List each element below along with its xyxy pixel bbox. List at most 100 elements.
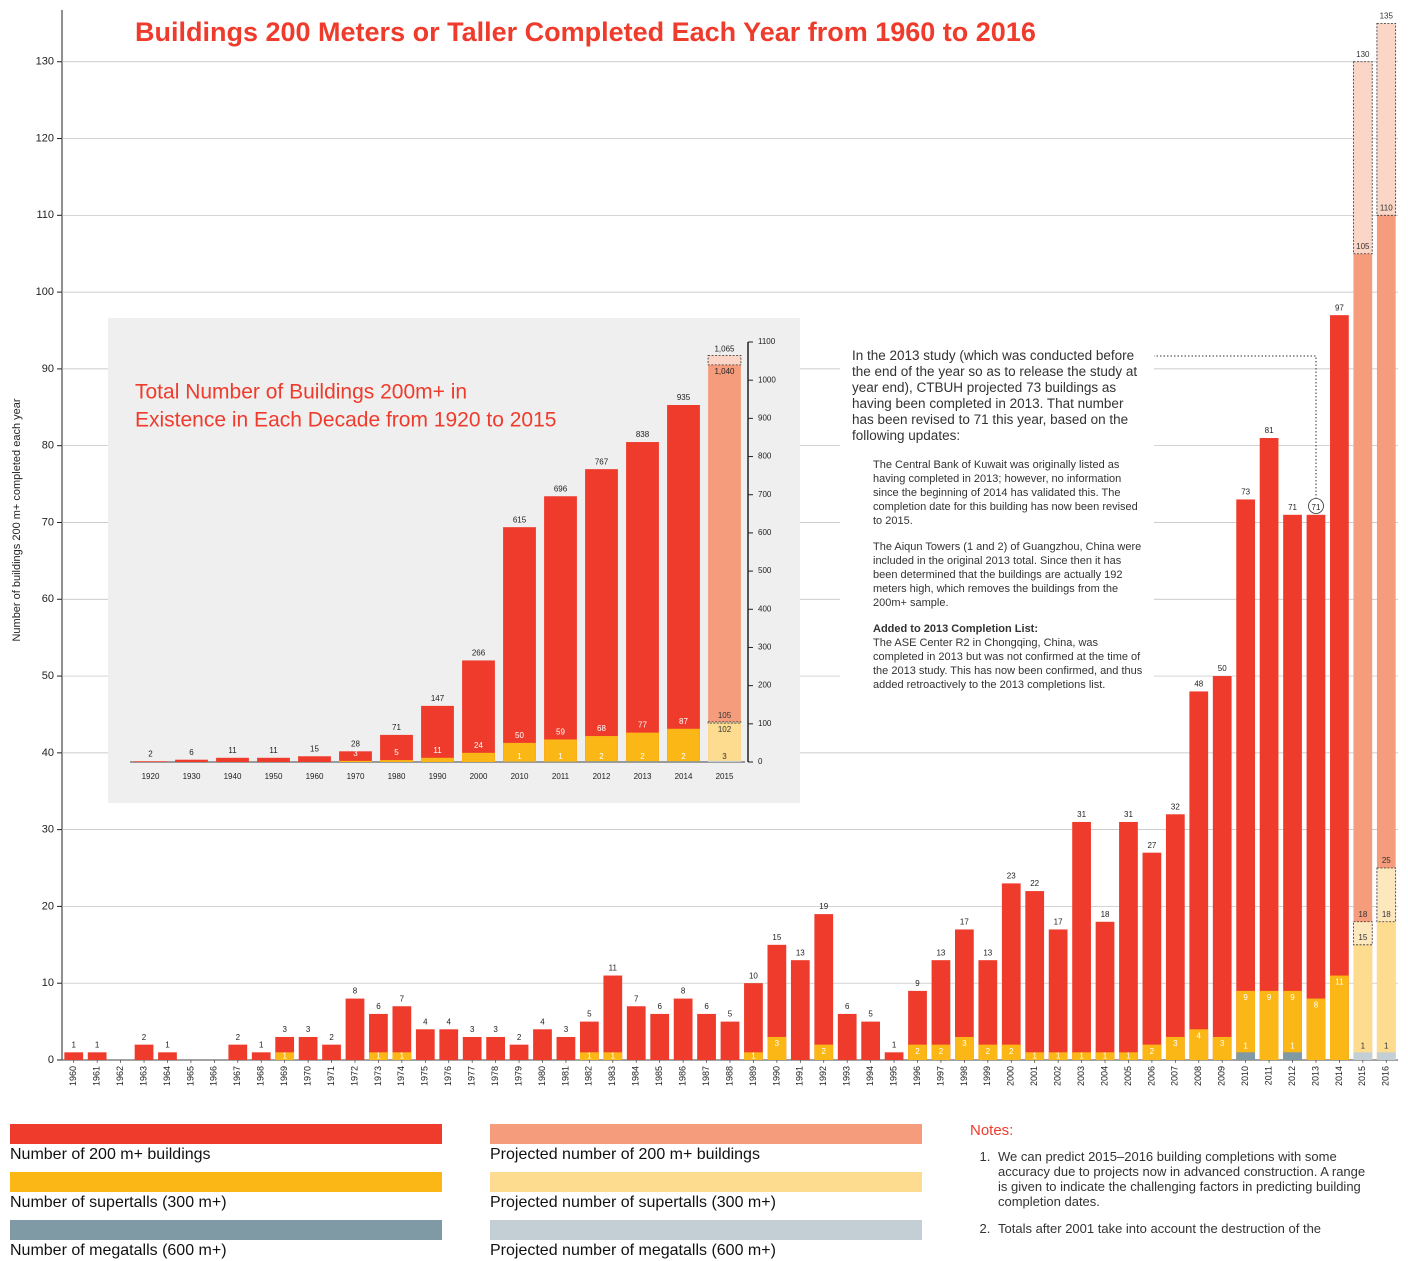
y-tick-label: 80: [42, 440, 54, 452]
y-tick-label: 60: [42, 593, 54, 605]
y-tick-label: 500: [758, 566, 772, 575]
value-label: 13: [936, 948, 945, 957]
value-label: 11: [1335, 978, 1344, 987]
x-tick-label: 2013: [634, 772, 652, 781]
bar: [544, 739, 577, 762]
bar: [1283, 1052, 1302, 1060]
bar: [1142, 1044, 1162, 1060]
value-label: 3: [1173, 1039, 1178, 1048]
value-label: 1: [558, 752, 563, 761]
bar: [1212, 676, 1232, 1060]
x-tick-label: 2005: [1123, 1066, 1133, 1086]
value-label: 9: [1243, 993, 1248, 1002]
value-label: 6: [376, 1002, 381, 1011]
x-tick-label: 2013: [1310, 1066, 1320, 1086]
bar: [626, 761, 659, 762]
value-label: 266: [472, 649, 486, 658]
value-label: 7: [634, 994, 639, 1003]
bar: [1189, 691, 1209, 1060]
range-box: [1353, 921, 1373, 946]
bar: [544, 496, 577, 762]
notes-heading: Notes:: [970, 1122, 1014, 1139]
value-label: 3: [775, 1039, 780, 1048]
legend-label: Number of megatalls (600 m+): [10, 1242, 227, 1259]
value-label: 1: [1290, 1041, 1295, 1050]
x-tick-label: 2008: [1193, 1066, 1203, 1086]
y-axis-label: Number of buildings 200 m+ completed eac…: [11, 398, 23, 641]
value-label: 59: [556, 728, 565, 737]
bar: [650, 1013, 670, 1060]
x-tick-label: 1960: [68, 1066, 78, 1086]
x-tick-label: 1972: [349, 1066, 359, 1086]
bar: [369, 1052, 388, 1060]
x-tick-label: 1983: [607, 1066, 617, 1086]
value-label: 1,040: [714, 367, 735, 376]
value-label: 1: [1103, 1051, 1108, 1060]
x-tick-label: 1980: [388, 772, 406, 781]
y-tick-label: 40: [42, 747, 54, 759]
value-label: 8: [681, 987, 686, 996]
bar: [1095, 921, 1115, 1060]
value-label: 9: [915, 979, 920, 988]
y-tick-label: 1100: [758, 337, 776, 346]
bar: [1142, 852, 1162, 1060]
value-label: 1: [282, 1051, 287, 1060]
bar: [1259, 990, 1279, 1060]
x-tick-label: 2011: [552, 772, 570, 781]
value-label: 3: [353, 749, 358, 758]
bar: [462, 1036, 482, 1060]
x-tick-label: 1986: [677, 1066, 687, 1086]
legend-swatch: [10, 1220, 442, 1240]
x-tick-label: 1995: [888, 1066, 898, 1086]
notes-list: We can predict 2015–2016 building comple…: [970, 1149, 1370, 1236]
x-tick-label: 1961: [92, 1066, 102, 1086]
x-tick-label: 1963: [138, 1066, 148, 1086]
value-label: 50: [1218, 664, 1227, 673]
value-label: 18: [1358, 910, 1367, 919]
value-label: 1: [517, 752, 522, 761]
x-tick-label: 1920: [142, 772, 160, 781]
legend-swatch: [490, 1124, 922, 1144]
y-tick-label: 700: [758, 490, 772, 499]
value-label: 15: [772, 933, 781, 942]
bar: [339, 760, 372, 762]
value-label: 11: [609, 964, 618, 973]
bar: [708, 760, 741, 762]
bar: [216, 757, 249, 762]
x-tick-label: 1930: [183, 772, 201, 781]
annotation: In the 2013 study (which was conducted b…: [840, 344, 1154, 710]
value-label: 15: [310, 744, 319, 753]
bar: [392, 1006, 412, 1060]
value-label: 3: [493, 1025, 498, 1034]
chart-title: Buildings 200 Meters or Taller Completed…: [135, 17, 1036, 47]
value-label: 1: [1243, 1041, 1248, 1050]
y-tick-label: 0: [48, 1054, 54, 1066]
value-label: 2: [236, 1033, 241, 1042]
value-label: 1: [892, 1040, 897, 1049]
x-tick-label: 1960: [306, 772, 324, 781]
y-tick-label: 0: [758, 757, 763, 766]
value-label: 9: [1267, 993, 1272, 1002]
legend-label: Projected number of supertalls (300 m+): [490, 1194, 776, 1211]
bar: [708, 723, 741, 762]
annotation-intro: In the 2013 study (which was conducted b…: [852, 348, 1138, 443]
bar: [251, 1052, 271, 1060]
value-label: 10: [749, 971, 758, 980]
bar: [134, 761, 167, 762]
x-tick-label: 1998: [959, 1066, 969, 1086]
x-tick-label: 1973: [373, 1066, 383, 1086]
bar: [556, 1036, 576, 1060]
x-tick-label: 1988: [724, 1066, 734, 1086]
value-label: 1: [400, 1051, 405, 1060]
bar: [322, 1044, 341, 1060]
x-tick-label: 2003: [1076, 1066, 1086, 1086]
value-label: 2: [517, 1033, 522, 1042]
value-label: 3: [564, 1025, 569, 1034]
value-label: 1: [587, 1051, 592, 1060]
x-tick-label: 2000: [1006, 1066, 1016, 1086]
x-tick-label: 1968: [256, 1066, 266, 1086]
bar: [1119, 821, 1138, 1060]
value-label: 71: [1288, 503, 1297, 512]
bar: [1283, 990, 1302, 1060]
